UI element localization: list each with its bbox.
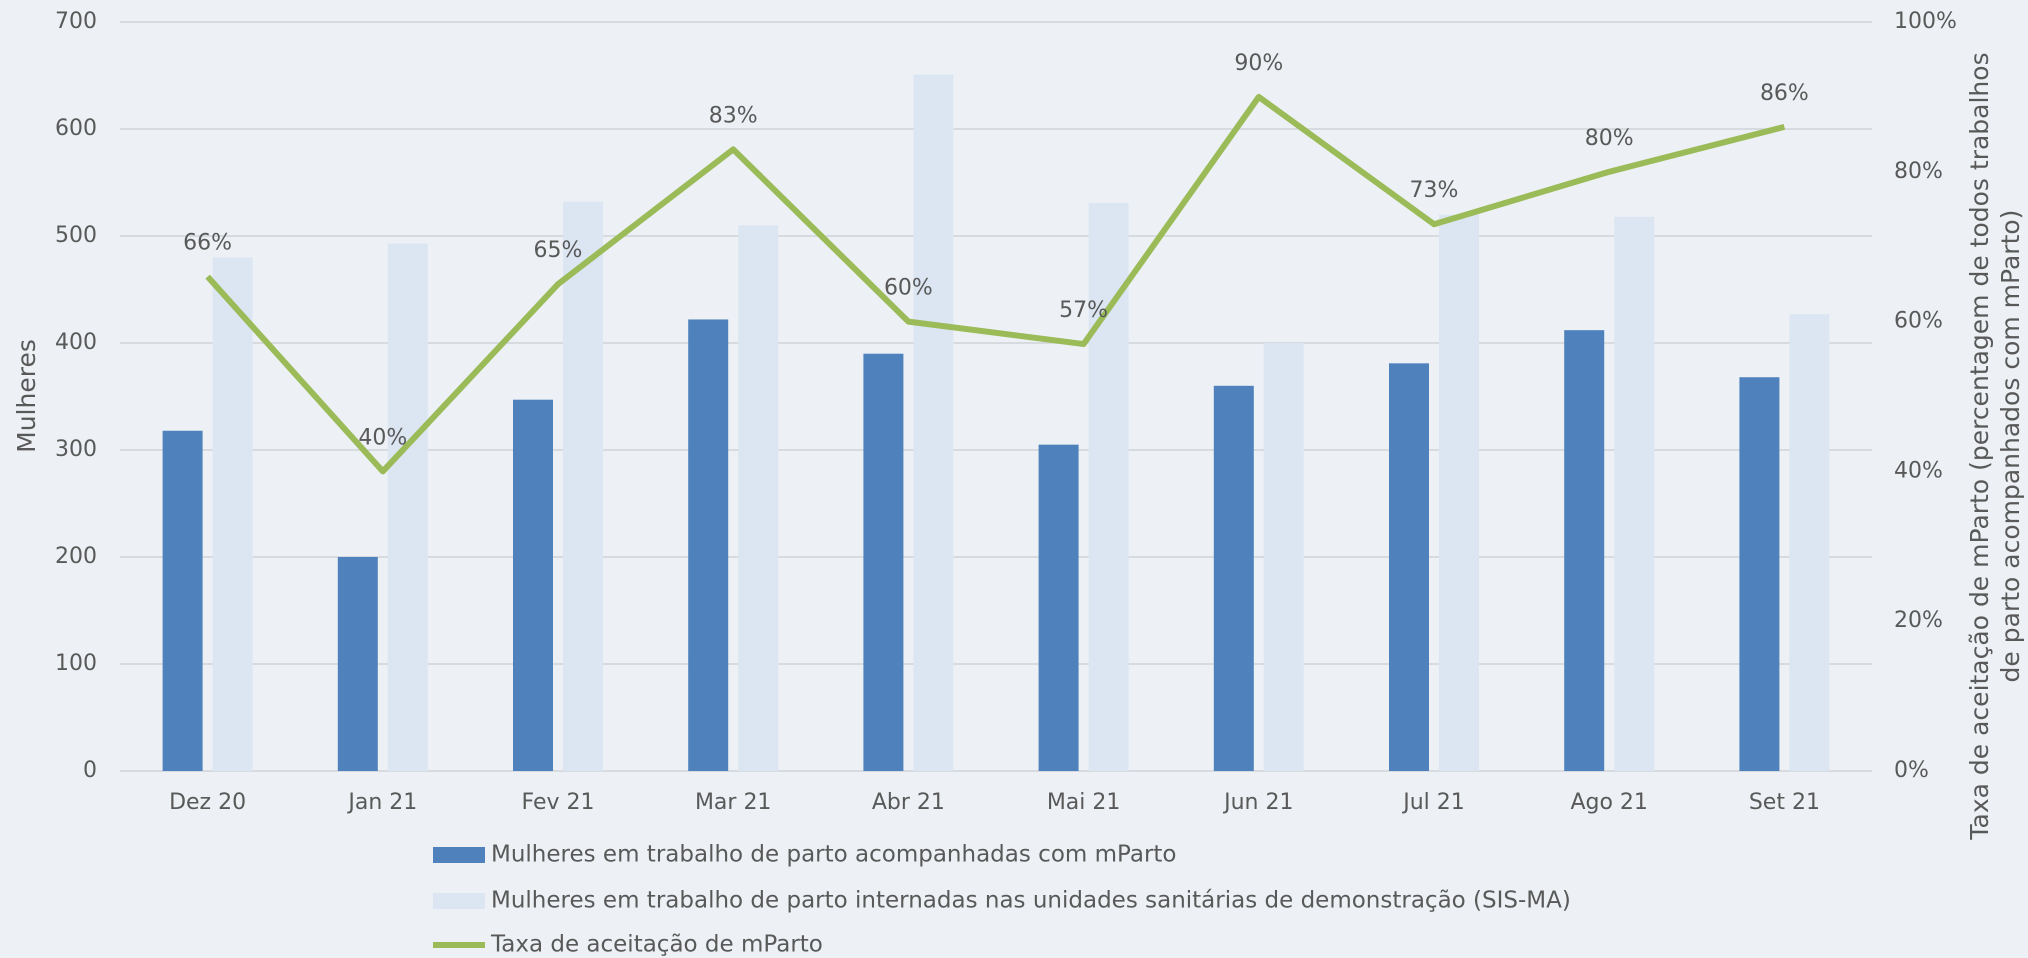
bar bbox=[738, 225, 779, 772]
bar bbox=[913, 74, 954, 772]
data-label: 86% bbox=[1760, 81, 1809, 106]
y-tick-label: 100 bbox=[55, 651, 97, 676]
data-label: 65% bbox=[534, 238, 583, 263]
data-label: 40% bbox=[358, 425, 407, 450]
data-label: 83% bbox=[709, 103, 758, 128]
y2-tick-label: 60% bbox=[1894, 309, 1943, 334]
data-label: 57% bbox=[1059, 298, 1108, 323]
bar bbox=[1213, 385, 1254, 771]
x-tick-label: Fev 21 bbox=[522, 790, 595, 815]
y-tick-label: 300 bbox=[55, 437, 97, 462]
bar bbox=[863, 353, 904, 771]
bar bbox=[563, 201, 603, 771]
x-tick-label: Dez 20 bbox=[169, 790, 246, 815]
y2-tick-label: 100% bbox=[1894, 9, 1957, 34]
x-tick-label: Ago 21 bbox=[1570, 790, 1647, 815]
bar bbox=[337, 557, 378, 771]
y2-tick-label: 80% bbox=[1894, 159, 1943, 184]
y-tick-label: 400 bbox=[55, 330, 97, 355]
x-tick-label: Mar 21 bbox=[695, 790, 772, 815]
line bbox=[205, 93, 1786, 475]
bar bbox=[1389, 363, 1429, 771]
y2-axis-title: de parto acompanhados com mParto) bbox=[1996, 210, 2025, 683]
y2-tick-label: 40% bbox=[1894, 458, 1943, 483]
bar bbox=[1564, 330, 1605, 771]
x-tick-label: Set 21 bbox=[1749, 790, 1820, 815]
bar bbox=[1739, 377, 1780, 771]
y2-tick-label: 20% bbox=[1894, 608, 1943, 633]
data-label: 60% bbox=[884, 276, 933, 301]
bar bbox=[387, 243, 428, 772]
data-label: 80% bbox=[1585, 126, 1634, 151]
x-tick-label: Jul 21 bbox=[1401, 790, 1465, 815]
x-tick-label: Mai 21 bbox=[1047, 790, 1121, 815]
data-label: 90% bbox=[1234, 51, 1283, 76]
legend-label: Mulheres em trabalho de parto internadas… bbox=[491, 888, 1571, 914]
bar bbox=[688, 319, 729, 771]
y-tick-label: 200 bbox=[55, 544, 97, 569]
bar bbox=[1789, 314, 1830, 771]
bar bbox=[212, 257, 253, 771]
bar bbox=[1088, 202, 1129, 771]
bar bbox=[1614, 216, 1655, 772]
legend-swatch bbox=[433, 847, 485, 863]
x-tick-label: Jan 21 bbox=[346, 790, 417, 815]
legend-label: Mulheres em trabalho de parto acompanhad… bbox=[491, 842, 1177, 868]
bar bbox=[513, 399, 553, 771]
bar bbox=[162, 430, 203, 771]
bar bbox=[1439, 214, 1479, 772]
legend-swatch bbox=[433, 893, 485, 909]
y2-axis-title: Taxa de aceitação de mParto (percentagem… bbox=[1965, 52, 1994, 840]
x-tick-label: Jun 21 bbox=[1222, 790, 1293, 815]
x-tick-label: Abr 21 bbox=[872, 790, 945, 815]
y-tick-label: 600 bbox=[55, 116, 97, 141]
y-tick-label: 0 bbox=[83, 758, 97, 783]
y-tick-label: 500 bbox=[55, 223, 97, 248]
y-axis-title: Mulheres bbox=[12, 339, 41, 453]
legend-label: Taxa de aceitação de mParto bbox=[490, 932, 823, 958]
data-label: 73% bbox=[1410, 178, 1459, 203]
data-label: 66% bbox=[183, 231, 232, 256]
y2-tick-label: 0% bbox=[1894, 758, 1929, 783]
y-tick-label: 700 bbox=[55, 9, 97, 34]
bar bbox=[1038, 444, 1079, 771]
bar bbox=[1263, 343, 1304, 771]
